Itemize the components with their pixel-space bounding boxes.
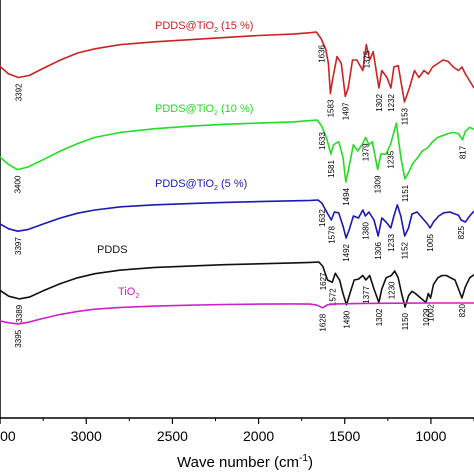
peak-label: 3397 (14, 237, 23, 255)
x-tick-label: 3000 (71, 428, 102, 444)
series-tio2: TiO2 3395 1628 (0, 286, 474, 348)
plot-frame (0, 0, 474, 419)
peak-label: 1151 (401, 184, 410, 202)
peak-label: 3392 (15, 83, 24, 101)
peak-label: 1492 (342, 243, 351, 261)
peak-label: 1005 (426, 233, 435, 251)
series-label-main: PDDS (97, 244, 128, 256)
peak-label: 1230 (387, 281, 396, 299)
peak-label: 3389 (15, 304, 24, 322)
series-line-tio2 (0, 302, 474, 325)
peak-label: 3395 (14, 329, 23, 347)
series-label-main: PDDS@TiO (155, 103, 214, 115)
x-tick-label: 3500 (0, 428, 16, 444)
peak-label: 1302 (375, 93, 384, 111)
peak-label: 1636 (317, 44, 326, 62)
series-label-p10: PDDS@TiO2 (10 %) (155, 103, 253, 117)
peak-label: 1494 (342, 187, 351, 205)
x-axis-label-main: Wave number (cm (177, 454, 299, 471)
series-label-main: TiO (118, 286, 136, 298)
peak-label: 1490 (343, 310, 352, 328)
peak-label: 1233 (387, 233, 396, 251)
series-label-p15: PDDS@TiO2 (15 %) (155, 20, 253, 34)
peak-label: 820 (458, 303, 467, 317)
peak-label: 1581 (327, 160, 336, 178)
peak-label: 1633 (318, 132, 327, 150)
peak-label: 1235 (386, 150, 395, 168)
peak-label: 1152 (401, 241, 410, 259)
peak-label: 1578 (327, 225, 336, 243)
peak-label: 1377 (362, 285, 371, 303)
peak-label: 1627 (319, 272, 328, 290)
series-line-p15 (0, 31, 474, 103)
series-label-main: PDDS@TiO (155, 178, 214, 190)
x-tick-label: 2000 (243, 428, 274, 444)
x-tick-label: 1500 (329, 428, 360, 444)
series-p10: PDDS@TiO2 (10 %)340016331581149413791309… (0, 103, 474, 206)
series-label-sub: 2 (214, 185, 218, 192)
x-axis-label-sup: -1 (299, 453, 308, 464)
peak-label: 1029 (422, 308, 431, 326)
peak-label: 1628 (319, 313, 328, 331)
peak-label: 3400 (13, 175, 22, 193)
series-label-tail: (15 %) (218, 20, 253, 32)
series-label-tail: (10 %) (218, 103, 253, 115)
peak-label: 1306 (374, 241, 383, 259)
series-label-main: PDDS@TiO (155, 20, 214, 32)
peak-label: 1583 (326, 99, 335, 117)
peak-label: 1232 (387, 93, 396, 111)
peak-label: 1002 (427, 303, 436, 321)
series-line-p10 (0, 119, 474, 183)
peak-label: 817 (459, 145, 468, 159)
x-axis-ticks: 3500 3000 2500 2000 1500 1000 (0, 418, 474, 444)
series-label-tail: (5 %) (218, 178, 247, 190)
series-line-pdds (0, 261, 474, 308)
series-label-sub: 2 (214, 110, 218, 117)
peak-label: 1632 (318, 209, 327, 227)
peak-label: 1375 (362, 50, 371, 68)
peak-label: 1150 (401, 312, 410, 330)
peak-label: 1379 (362, 143, 371, 161)
series-line-p5 (0, 199, 474, 239)
peak-label: 1572 (328, 288, 337, 306)
peak-label: 1497 (341, 102, 350, 120)
series-label-tio2: TiO2 (118, 286, 139, 300)
peak-label: 1153 (401, 107, 410, 125)
x-tick-label: 1000 (415, 428, 446, 444)
series-label-sub: 2 (214, 27, 218, 34)
x-axis-label-end: ) (308, 454, 313, 471)
x-axis-label: Wave number (cm-1) (177, 453, 313, 471)
peak-label: 1380 (361, 221, 370, 239)
peak-label: 1309 (374, 175, 383, 193)
peak-label: 825 (457, 225, 466, 239)
x-tick-label: 2500 (157, 428, 188, 444)
series-label-pdds: PDDS (97, 244, 128, 256)
peak-label: 1302 (375, 308, 384, 326)
series-label-p5: PDDS@TiO2 (5 %) (155, 178, 247, 192)
series-label-sub: 2 (135, 293, 139, 300)
